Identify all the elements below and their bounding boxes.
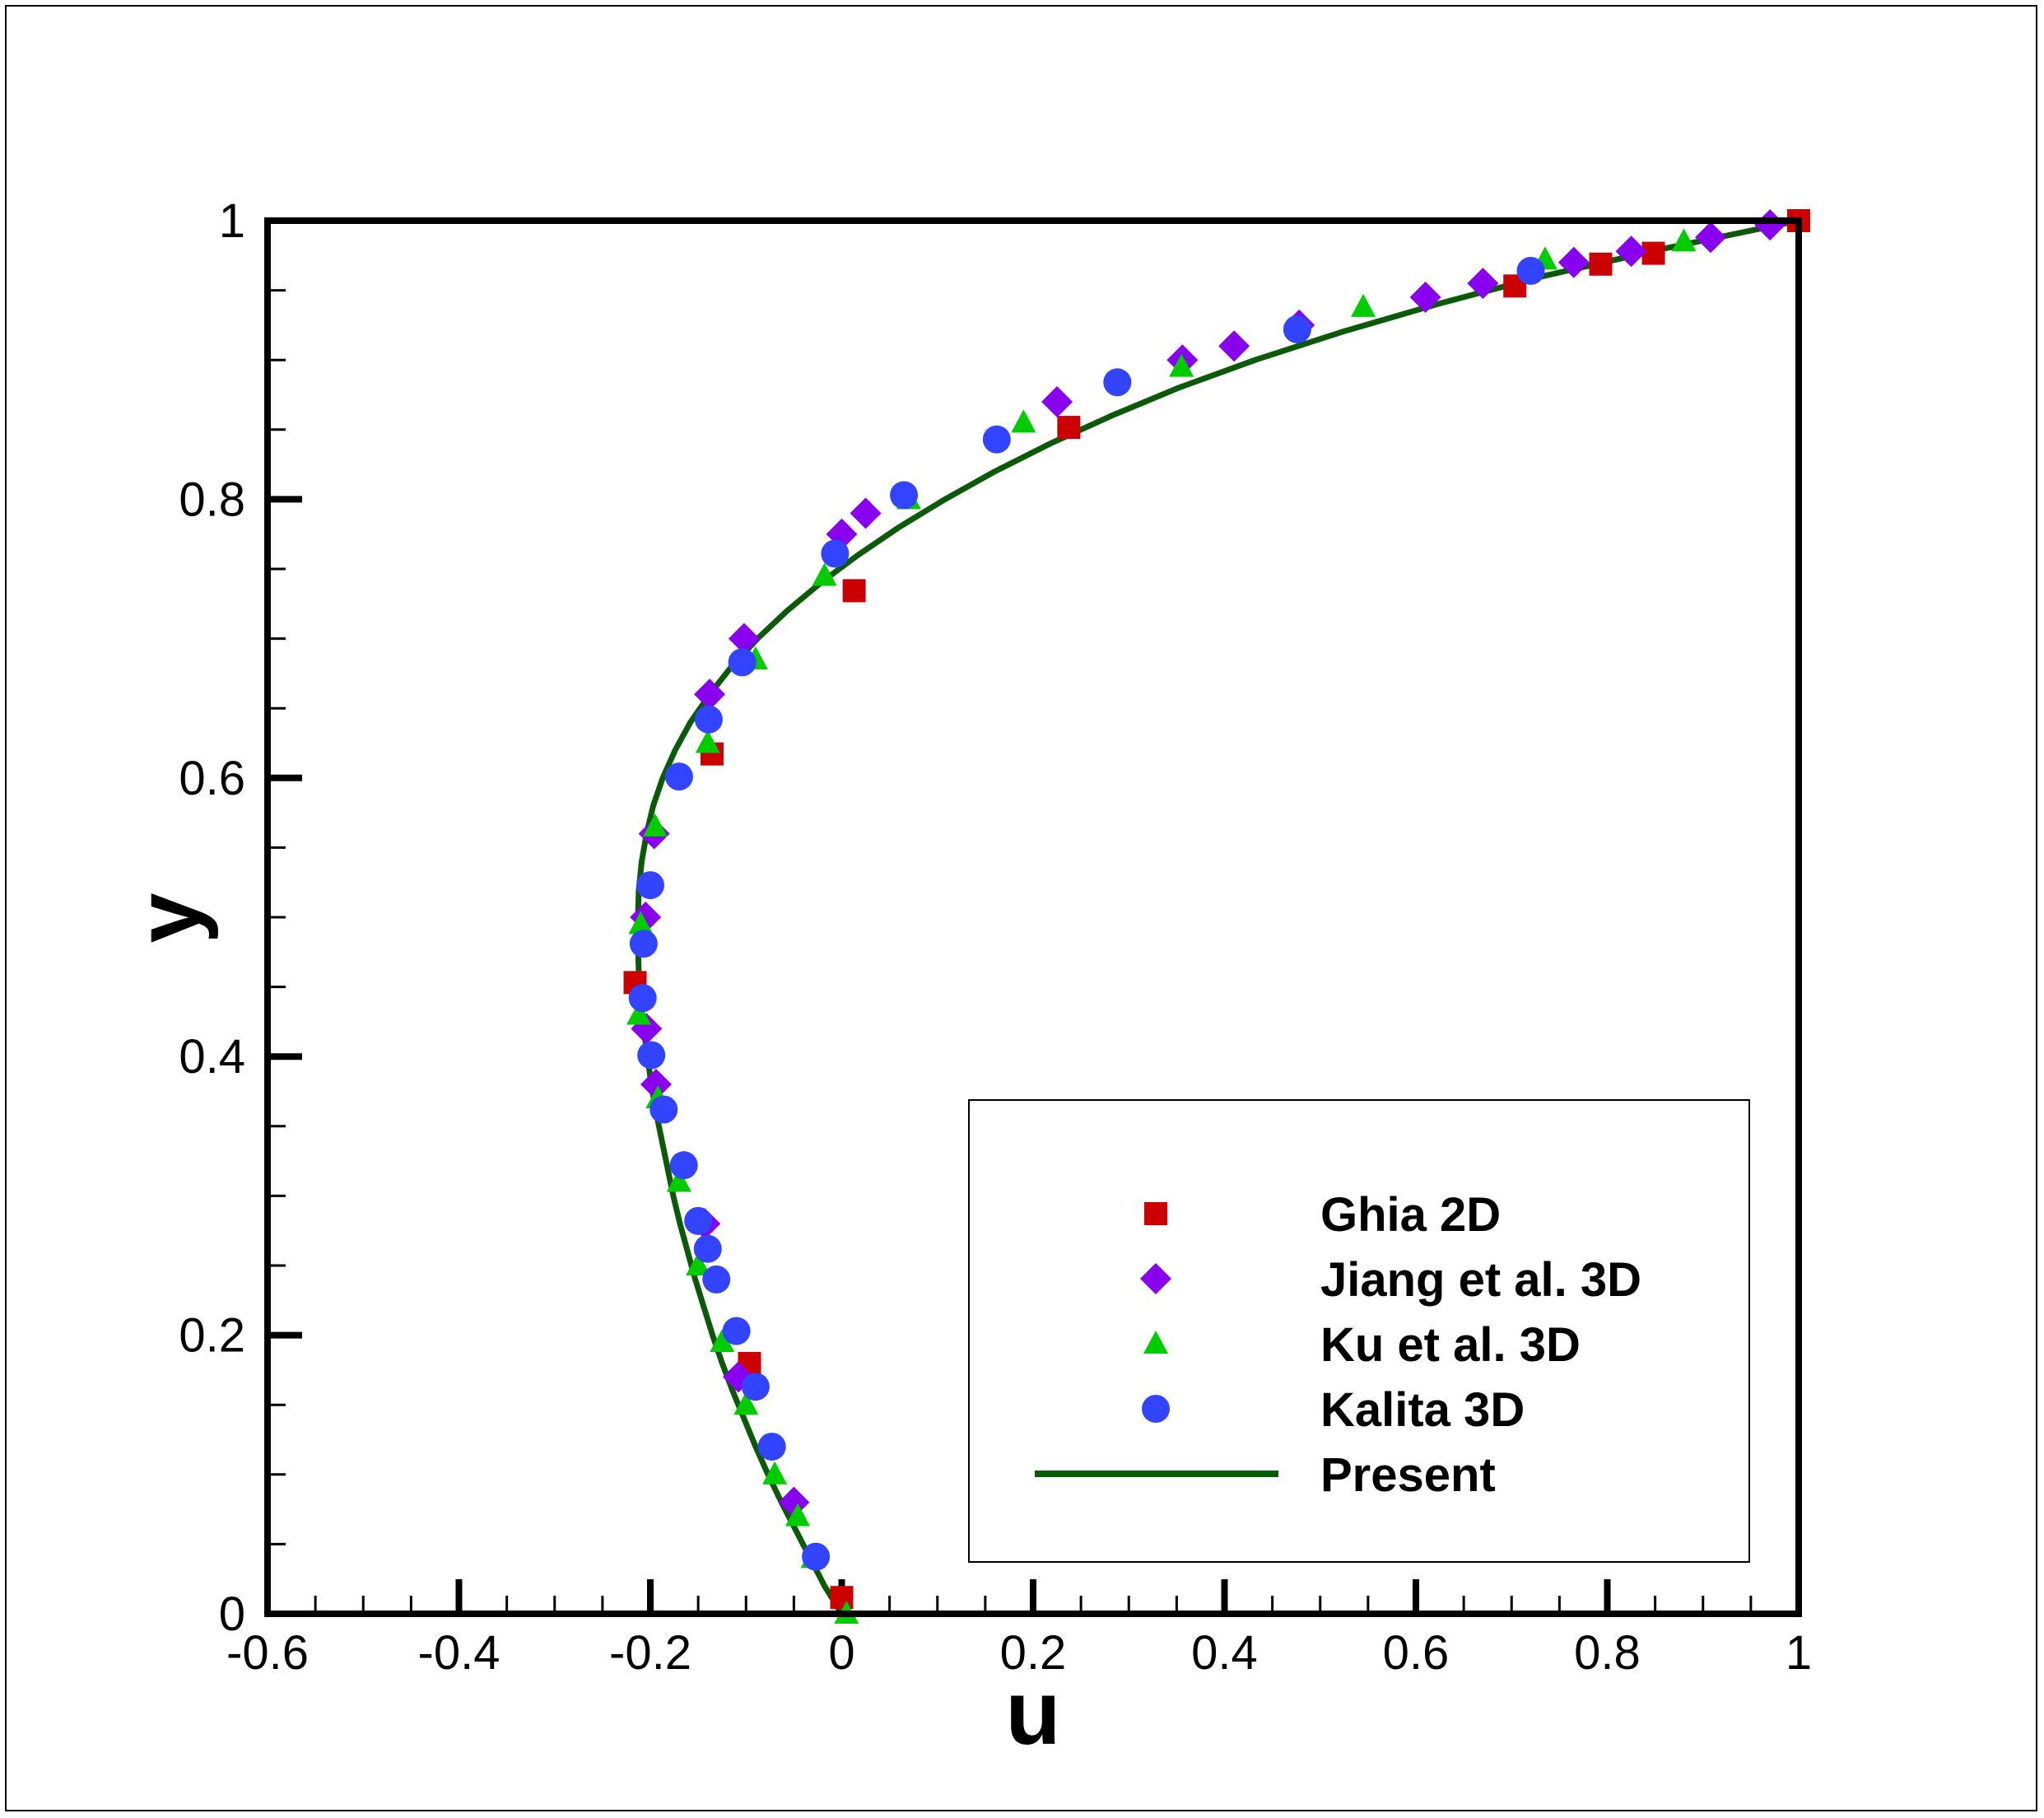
x-tick-label: -0.4	[418, 1626, 501, 1680]
x-tick-label: 0.4	[1191, 1626, 1258, 1680]
jiang-et-al-3d-marker	[640, 1069, 672, 1101]
legend-swatch-ku-et-al-3d	[1143, 1331, 1168, 1354]
jiang-et-al-3d-marker	[1557, 246, 1590, 278]
kalita-3d-marker	[741, 1373, 770, 1401]
x-axis-title: u	[1005, 1662, 1060, 1764]
kalita-3d-marker	[694, 705, 723, 734]
ghia-2d-marker	[1057, 416, 1081, 440]
x-tick-label: 0.6	[1383, 1626, 1450, 1680]
ku-et-al-3d-marker	[1169, 353, 1194, 377]
kalita-3d-marker	[702, 1265, 731, 1294]
legend-swatch-ghia-2d	[1144, 1202, 1167, 1225]
x-tick-label: -0.6	[226, 1626, 309, 1680]
jiang-et-al-3d-marker	[1615, 235, 1647, 268]
ku-et-al-3d-marker	[1011, 409, 1036, 433]
jiang-et-al-3d-marker	[1754, 209, 1786, 241]
kalita-3d-marker	[728, 648, 757, 677]
jiang-et-al-3d-marker	[1467, 268, 1499, 300]
ghia-2d-marker	[1641, 241, 1665, 265]
ku-et-al-3d-marker	[710, 1329, 735, 1353]
y-tick-label: 0.8	[179, 473, 245, 526]
ku-et-al-3d-marker	[762, 1461, 788, 1485]
jiang-et-al-3d-marker	[694, 678, 726, 711]
y-tick-label: 0	[219, 1587, 245, 1641]
legend: Ghia 2D Jiang et al. 3D Ku et al. 3D Kalita…	[968, 1099, 1750, 1563]
legend-box	[968, 1099, 1750, 1563]
legend-label-ghia-2d: Ghia 2D	[1320, 1188, 1501, 1242]
x-tick-label: 0.2	[1000, 1626, 1067, 1680]
legend-label-kalita-3d: Kalita 3D	[1320, 1383, 1525, 1437]
data-markers	[623, 209, 1810, 1624]
ku-et-al-3d-marker	[666, 1168, 691, 1192]
kalita-3d-marker	[722, 1317, 751, 1345]
jiang-et-al-3d-marker	[1409, 282, 1441, 314]
y-tick-label: 0.6	[179, 752, 245, 805]
y-axis-title: y	[118, 893, 219, 943]
jiang-et-al-3d-marker	[850, 497, 882, 529]
jiang-et-al-3d-marker	[1695, 221, 1727, 254]
kalita-3d-marker	[637, 1041, 666, 1070]
jiang-et-al-3d-marker	[1218, 330, 1250, 362]
kalita-3d-marker	[890, 481, 919, 510]
kalita-3d-marker	[669, 1151, 698, 1180]
ghia-2d-marker	[842, 579, 866, 603]
kalita-3d-marker	[1103, 368, 1132, 397]
kalita-3d-marker	[684, 1206, 713, 1235]
y-tick-label: 0.2	[179, 1309, 245, 1363]
ku-et-al-3d-marker	[642, 813, 668, 837]
jiang-et-al-3d-marker	[1041, 385, 1073, 417]
tick-labels: -0.6 -0.4 -0.2 0 0.2 0.4 0.6 0.8 1 0 0.2 0.4 0.6 0.8 1	[179, 194, 1812, 1680]
kalita-3d-marker	[982, 425, 1011, 454]
jiang-et-al-3d-marker	[728, 622, 760, 655]
ku-et-al-3d-marker	[628, 911, 654, 935]
kalita-3d-marker	[664, 762, 693, 791]
kalita-3d-marker	[629, 930, 658, 958]
kalita-3d-marker	[802, 1542, 831, 1571]
x-tick-label: 0	[828, 1626, 854, 1680]
legend-label-ku-et-al-3d: Ku et al. 3D	[1320, 1318, 1581, 1372]
ghia-2d-marker	[1589, 252, 1613, 276]
kalita-3d-marker	[693, 1234, 722, 1263]
plot-area-border	[264, 217, 1802, 1617]
kalita-3d-marker	[1283, 315, 1311, 343]
kalita-3d-marker	[628, 984, 657, 1013]
ku-et-al-3d-marker	[785, 1503, 811, 1527]
y-tick-label: 0.4	[179, 1030, 245, 1084]
kalita-3d-marker	[821, 539, 850, 568]
ghia-2d-marker	[830, 1586, 854, 1610]
ku-et-al-3d-marker	[733, 1391, 759, 1415]
y-tick-label: 1	[219, 194, 245, 248]
x-tick-label: -0.2	[609, 1626, 691, 1680]
ku-et-al-3d-marker	[1671, 228, 1697, 252]
x-tick-label: 0.8	[1574, 1626, 1641, 1680]
ku-et-al-3d-marker	[686, 1252, 711, 1275]
chart-frame	[5, 5, 2037, 1811]
legend-entries: Ghia 2D Jiang et al. 3D Ku et al. 3D Kalita…	[1035, 1188, 1641, 1502]
legend-swatch-jiang-et-al-3d	[1140, 1263, 1171, 1294]
kalita-3d-marker	[636, 871, 664, 900]
ku-et-al-3d-marker	[812, 562, 837, 586]
x-tick-label: 1	[1786, 1626, 1812, 1680]
kalita-3d-marker	[650, 1095, 678, 1124]
kalita-3d-marker	[1516, 256, 1545, 285]
legend-swatch-kalita-3d	[1142, 1395, 1170, 1423]
kalita-3d-marker	[757, 1432, 786, 1461]
legend-label-jiang-et-al-3d: Jiang et al. 3D	[1320, 1253, 1641, 1307]
legend-label-present: Present	[1320, 1448, 1496, 1502]
ku-et-al-3d-marker	[626, 1001, 652, 1025]
ku-et-al-3d-marker	[1351, 293, 1376, 317]
jiang-et-al-3d-marker	[778, 1486, 810, 1518]
ku-et-al-3d-marker	[695, 730, 720, 753]
